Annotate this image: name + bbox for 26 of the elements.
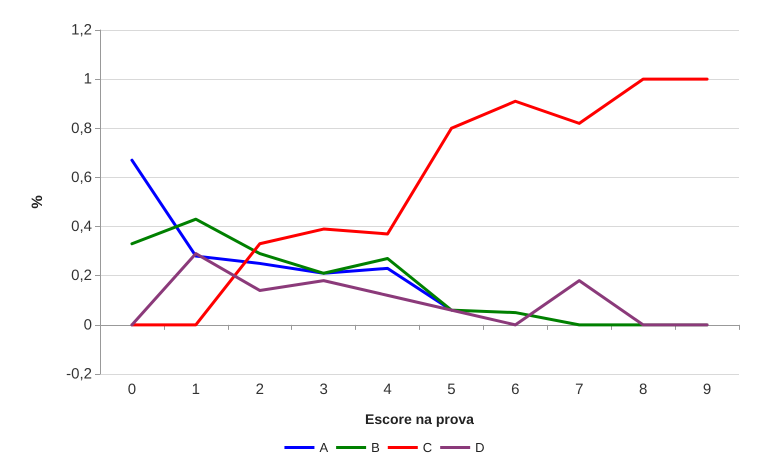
y-tick-label: 0,6 (71, 168, 92, 186)
x-tick-label: 5 (447, 381, 456, 398)
x-tick-label: 0 (128, 381, 136, 398)
legend-label: B (371, 440, 380, 455)
x-tick-label: 4 (383, 381, 392, 398)
y-tick-label: 0,8 (71, 120, 92, 137)
y-tick-label: 1,2 (71, 22, 92, 38)
line-series (130, 78, 709, 326)
line-series (130, 252, 709, 326)
x-tick-label: 9 (702, 381, 712, 398)
x-tick-label: 3 (319, 381, 328, 398)
x-tick-label: 6 (511, 381, 520, 398)
y-tick-label: 0 (84, 316, 92, 334)
y-tick-label: 0,2 (71, 267, 92, 284)
x-tick-label: 1 (192, 381, 200, 398)
x-tick-label: 2 (256, 381, 264, 398)
legend-label: D (475, 440, 485, 455)
x-axis-title: Escore na prova (365, 411, 474, 427)
x-tick-label: 7 (575, 381, 584, 398)
y-tick-label: 1 (84, 70, 92, 88)
y-tick-label: 0,4 (71, 218, 92, 236)
legend-label: C (422, 440, 432, 455)
x-tick-label: 8 (638, 381, 648, 398)
legend-label: A (319, 440, 328, 455)
y-tick-label: -0,2 (66, 366, 92, 382)
y-axis-title: % (29, 195, 46, 209)
